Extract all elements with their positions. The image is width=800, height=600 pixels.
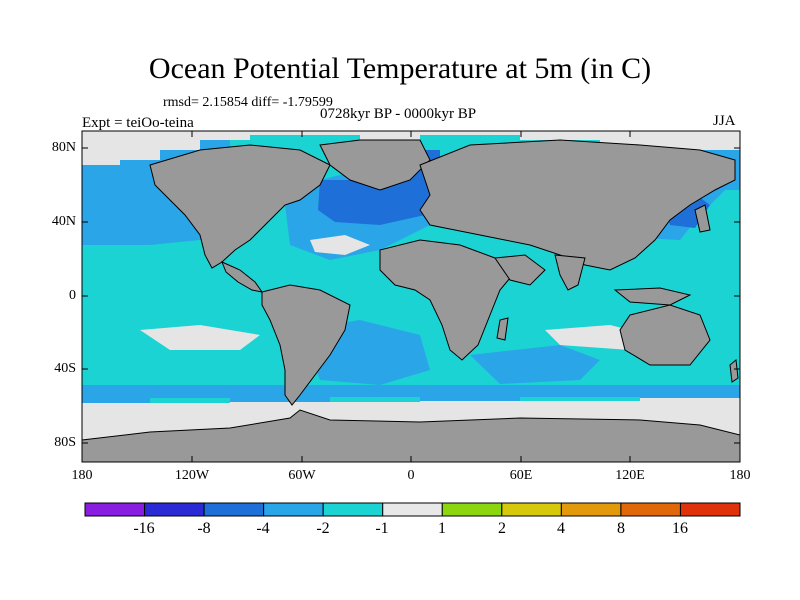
lon-label-180e: 180 [729,468,751,483]
map-title: Ocean Potential Temperature at 5m (in C) [148,52,652,85]
colorbar-label: -1 [375,520,389,537]
lat-label-equator: 0 [69,288,76,303]
colorbar-swatch [441,502,503,517]
south-america-land [261,284,351,406]
stats-text: rmsd= 2.15854 diff= -1.79599 [163,95,333,110]
indian-ocean-cold-patch [470,345,600,384]
colorbar-label: 2 [498,520,506,537]
period-text: 0728kyr BP - 0000kyr BP [320,106,477,122]
new-zealand-land [729,359,739,383]
greenland-land [319,139,431,191]
land-masses [81,139,741,463]
japan-land [694,204,711,233]
south-pacific-light-patch [140,325,260,350]
indonesia-land [613,287,692,306]
season-label: JJA [713,113,736,129]
lon-label-60e: 60E [509,468,533,483]
eurasia-land [419,139,736,271]
colorbar-label: -4 [256,520,270,537]
lon-label-120e: 120E [615,468,645,483]
colorbar-swatch [560,502,622,517]
lat-label-80s: 80S [54,435,76,450]
india-land [554,254,586,291]
central-america-land [221,261,264,293]
arabia-land [494,254,546,286]
colorbar-swatch [382,502,443,517]
lon-label-180w: 180 [71,468,93,483]
lon-label-0: 0 [407,468,415,483]
colorbar-swatch [620,502,681,517]
colorbar-label: 4 [557,520,565,537]
colorbar-label: -8 [197,520,211,537]
africa-land [379,239,516,361]
lon-label-60w: 60W [288,468,316,483]
colorbar-swatch [501,502,562,517]
colorbar-label: 1 [438,520,446,537]
colorbar-label: -2 [316,520,330,537]
madagascar-land [496,317,509,341]
subtropical-atlantic-light-patch [310,235,370,255]
lon-label-120w: 120W [174,468,210,483]
colorbar [84,502,741,517]
colorbar-swatch [84,502,146,517]
colorbar-swatch [263,502,324,517]
colorbar-swatch [144,502,205,517]
colorbar-swatch [679,502,741,517]
north-america-land [149,144,331,269]
australia-land [619,304,711,366]
lat-label-40n: 40N [51,214,76,229]
colorbar-swatch [203,502,265,517]
experiment-label: Expt = teiOo-teina [82,115,194,131]
colorbar-swatch [322,502,384,517]
axis-ticks [82,131,740,462]
colorbar-label: 16 [672,520,688,537]
southern-ocean-cold-band [82,385,740,403]
lat-label-80n: 80N [51,140,76,155]
lat-label-40s: 40S [54,361,76,376]
colorbar-label: -16 [133,520,155,537]
colorbar-label: 8 [617,520,625,537]
